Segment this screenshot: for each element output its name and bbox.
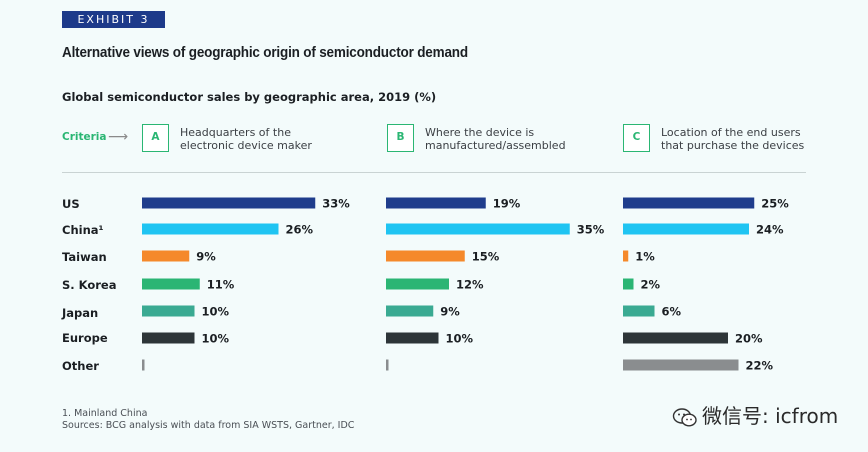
data-label-b-japan: 9% [440, 305, 460, 319]
exhibit-badge: EXHIBIT 3 [62, 11, 165, 28]
bar-a-other [142, 359, 145, 371]
column-a-description: Headquarters of the electronic device ma… [180, 126, 370, 152]
column-a-line2: electronic device maker [180, 139, 312, 152]
bar-a-us [142, 197, 316, 209]
data-label-b-europe: 10% [446, 332, 474, 346]
bar-a-europe [142, 332, 195, 344]
row-label-japan: Japan [62, 306, 99, 320]
row-label-taiwan: Taiwan [62, 250, 107, 264]
data-label-c-us: 25% [761, 197, 789, 211]
bar-a-taiwan [142, 250, 190, 262]
data-label-a-taiwan: 9% [196, 250, 216, 264]
data-label-b-us: 19% [493, 197, 521, 211]
column-c-line1: Location of the end users [661, 126, 801, 139]
column-a-badge: A [142, 124, 169, 152]
data-label-b-s-korea: 12% [456, 278, 484, 292]
arrow-right-icon: ⟶ [108, 129, 129, 145]
bar-b-taiwan [386, 250, 465, 262]
bar-a-s-korea [142, 278, 200, 290]
data-label-a-japan: 10% [202, 305, 230, 319]
criteria-label: Criteria [62, 131, 107, 143]
bar-c-taiwan [623, 250, 629, 262]
column-c-line2: that purchase the devices [661, 139, 805, 152]
data-label-a-europe: 10% [202, 332, 230, 346]
data-label-c-other: 22% [746, 359, 774, 373]
data-label-c-taiwan: 1% [635, 250, 655, 264]
footnote-china: 1. Mainland China [62, 408, 148, 419]
row-label-other: Other [62, 359, 99, 373]
page-title: Alternative views of geographic origin o… [62, 44, 468, 61]
divider [62, 172, 806, 173]
bar-a-japan [142, 305, 195, 317]
footnotes: 1. Mainland China Sources: BCG analysis … [62, 408, 354, 432]
bar-c-europe [623, 332, 728, 344]
row-label-us: US [62, 197, 80, 211]
bar-c-s-korea [623, 278, 634, 290]
wechat-icon [672, 407, 697, 427]
column-c-badge: C [623, 124, 650, 152]
row-label-china: China¹ [62, 223, 104, 237]
bar-b-china [386, 223, 570, 235]
bar-c-us [623, 197, 755, 209]
data-label-c-china: 24% [756, 223, 784, 237]
column-b-line1: Where the device is [425, 126, 535, 139]
footnote-sources: Sources: BCG analysis with data from SIA… [62, 420, 355, 431]
bar-b-other [386, 359, 389, 371]
bar-b-us [386, 197, 486, 209]
bar-b-europe [386, 332, 439, 344]
data-label-c-europe: 20% [735, 332, 763, 346]
data-label-a-china: 26% [286, 223, 314, 237]
column-a-line1: Headquarters of the [180, 126, 291, 139]
row-label-europe: Europe [62, 331, 108, 345]
bar-a-china [142, 223, 279, 235]
data-label-a-us: 33% [322, 197, 350, 211]
bar-c-japan [623, 305, 655, 317]
column-b-badge: B [387, 124, 414, 152]
bar-b-japan [386, 305, 434, 317]
bar-c-china [623, 223, 749, 235]
watermark-text: 微信号: icfrom [702, 404, 839, 428]
data-label-b-taiwan: 15% [472, 250, 500, 264]
column-b-description: Where the device is manufactured/assembl… [425, 126, 615, 152]
column-c-description: Location of the end users that purchase … [661, 126, 851, 152]
data-label-a-s-korea: 11% [207, 278, 235, 292]
bar-b-s-korea [386, 278, 449, 290]
data-label-b-china: 35% [577, 223, 605, 237]
watermark: 微信号: icfrom [672, 400, 838, 429]
column-b-line2: manufactured/assembled [425, 139, 566, 152]
data-label-c-japan: 6% [662, 305, 682, 319]
bar-c-other [623, 359, 739, 371]
chart-subtitle: Global semiconductor sales by geographic… [62, 90, 437, 104]
data-label-c-s-korea: 2% [641, 278, 661, 292]
row-label-s-korea: S. Korea [62, 278, 117, 292]
